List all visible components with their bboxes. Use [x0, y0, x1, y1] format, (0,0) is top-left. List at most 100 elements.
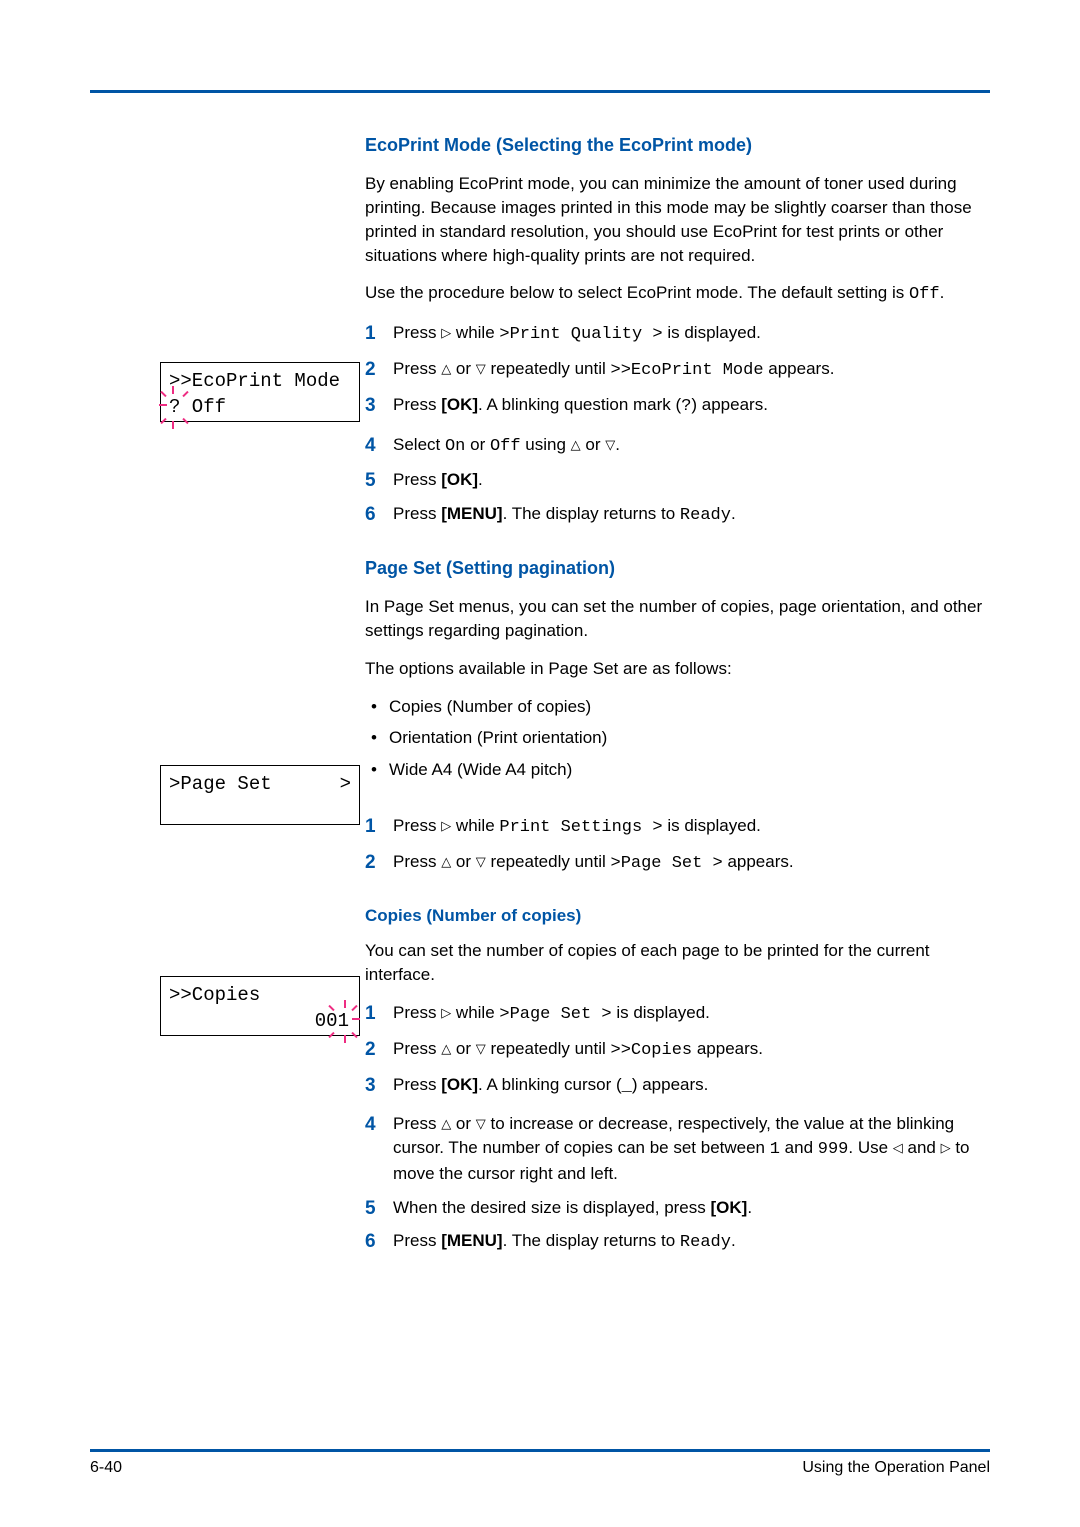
- lcd-line: >>Copies: [169, 983, 351, 1009]
- text: appears.: [764, 359, 835, 378]
- code: Ready: [680, 1233, 731, 1252]
- text: .: [940, 283, 945, 302]
- text: is displayed.: [663, 816, 761, 835]
- text: Press: [393, 395, 441, 414]
- text: while: [451, 1003, 499, 1022]
- text: using: [521, 435, 571, 454]
- ecoprint-steps-b: Select On or Off using △ or ▽. Press [OK…: [365, 433, 990, 528]
- code: Ready: [680, 506, 731, 525]
- triangle-up-icon: △: [571, 436, 581, 454]
- text: is displayed.: [663, 323, 761, 342]
- triangle-right-icon: ▷: [441, 324, 451, 342]
- ok-key: [OK]: [711, 1198, 748, 1217]
- code: Off: [909, 285, 940, 304]
- ok-key: [OK]: [441, 395, 478, 414]
- text: Press: [393, 1075, 441, 1094]
- copies-steps-b: Press △ or ▽ to increase or decrease, re…: [365, 1112, 990, 1255]
- triangle-down-icon: ▽: [476, 360, 486, 378]
- menu-key: [MENU]: [441, 1231, 502, 1250]
- text: .: [478, 470, 483, 489]
- lcd-line: >>EcoPrint Mode: [169, 369, 351, 395]
- code: >>Copies: [611, 1041, 693, 1060]
- page-number: 6-40: [90, 1457, 122, 1479]
- triangle-right-icon: ▷: [941, 1139, 951, 1157]
- code: >Page Set >: [611, 854, 723, 873]
- text: 001: [315, 1010, 349, 1032]
- page-container: EcoPrint Mode (Selecting the EcoPrint mo…: [0, 0, 1080, 1255]
- code: 999: [818, 1140, 849, 1159]
- text: .: [731, 504, 736, 523]
- text: Use the procedure below to select EcoPri…: [365, 283, 909, 302]
- step: Press ▷ while Print Settings > is displa…: [365, 814, 990, 840]
- text: ?: [169, 396, 180, 418]
- text: and: [903, 1138, 941, 1157]
- text: Press: [393, 323, 441, 342]
- lcd-line: 001: [169, 1009, 351, 1035]
- heading-ecoprint: EcoPrint Mode (Selecting the EcoPrint mo…: [365, 133, 990, 158]
- triangle-down-icon: ▽: [476, 1115, 486, 1133]
- code: 1: [770, 1140, 780, 1159]
- blink-ray-icon: [159, 404, 167, 406]
- triangle-up-icon: △: [441, 853, 451, 871]
- chapter-title: Using the Operation Panel: [802, 1457, 990, 1479]
- text: .: [731, 1231, 736, 1250]
- code: ?: [681, 397, 691, 416]
- bullet: Copies (Number of copies): [365, 695, 990, 719]
- step: Press △ or ▽ repeatedly until >Page Set …: [365, 850, 990, 876]
- text: repeatedly until: [486, 1039, 611, 1058]
- step: Press △ or ▽ repeatedly until >>Copies a…: [365, 1037, 990, 1063]
- code: _: [622, 1077, 632, 1096]
- step: When the desired size is displayed, pres…: [365, 1196, 990, 1220]
- step: Press [MENU]. The display returns to Rea…: [365, 1229, 990, 1255]
- text: while: [451, 323, 499, 342]
- text: while: [451, 816, 499, 835]
- step: Press [MENU]. The display returns to Rea…: [365, 502, 990, 528]
- section-copies: Copies (Number of copies) You can set th…: [365, 904, 990, 1256]
- ok-key: [OK]: [441, 470, 478, 489]
- step: Press [OK]. A blinking cursor (_) appear…: [365, 1073, 990, 1099]
- text: or: [465, 435, 490, 454]
- text: . A blinking cursor (: [478, 1075, 622, 1094]
- footer: 6-40 Using the Operation Panel: [90, 1457, 990, 1479]
- lcd-line: >Page Set: [169, 772, 272, 798]
- lcd-line: >: [340, 772, 351, 798]
- step: Press ▷ while >Page Set > is displayed.: [365, 1001, 990, 1027]
- triangle-down-icon: ▽: [605, 436, 615, 454]
- copies-steps-a: Press ▷ while >Page Set > is displayed. …: [365, 1001, 990, 1098]
- step: Press ▷ while >Print Quality > is displa…: [365, 321, 990, 347]
- code: >Page Set >: [499, 1005, 611, 1024]
- text: ) appears.: [632, 1075, 709, 1094]
- text: Press: [393, 504, 441, 523]
- code: On: [445, 437, 465, 456]
- text: appears.: [692, 1039, 763, 1058]
- text: Press: [393, 470, 441, 489]
- text: . The display returns to: [503, 504, 680, 523]
- heading-copies: Copies (Number of copies): [365, 904, 990, 928]
- text: is displayed.: [612, 1003, 710, 1022]
- lcd-ecoprint: >>EcoPrint Mode ? Off: [160, 362, 360, 422]
- triangle-left-icon: ◁: [893, 1139, 903, 1157]
- step: Press [OK]. A blinking question mark (?)…: [365, 393, 990, 419]
- triangle-up-icon: △: [441, 1115, 451, 1133]
- text: repeatedly until: [486, 359, 611, 378]
- text: When the desired size is displayed, pres…: [393, 1198, 711, 1217]
- ecoprint-p2: Use the procedure below to select EcoPri…: [365, 281, 990, 307]
- code: >Print Quality >: [499, 325, 662, 344]
- text: Press: [393, 852, 441, 871]
- text: .: [615, 435, 620, 454]
- text: or: [451, 1039, 476, 1058]
- triangle-right-icon: ▷: [441, 817, 451, 835]
- triangle-up-icon: △: [441, 360, 451, 378]
- blinking-question-mark: ?: [169, 395, 180, 421]
- copies-p1: You can set the number of copies of each…: [365, 939, 990, 987]
- triangle-down-icon: ▽: [476, 853, 486, 871]
- text: Press: [393, 816, 441, 835]
- blinking-cursor: 001: [315, 1009, 349, 1035]
- text: . The display returns to: [503, 1231, 680, 1250]
- text: ) appears.: [691, 395, 768, 414]
- triangle-down-icon: ▽: [476, 1040, 486, 1058]
- text: Press: [393, 1114, 441, 1133]
- lcd-line: ? Off: [169, 395, 351, 421]
- text: .: [747, 1198, 752, 1217]
- lcd-copies: >>Copies 001: [160, 976, 360, 1036]
